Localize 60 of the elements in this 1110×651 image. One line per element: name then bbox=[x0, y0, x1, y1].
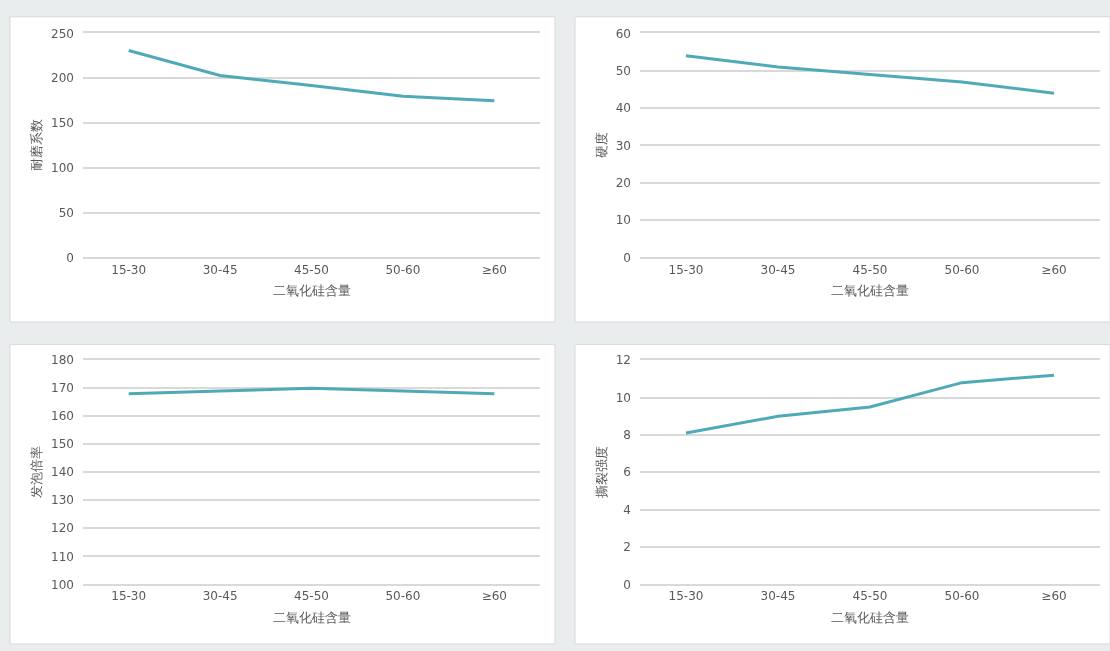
x-tick-label: ≥60 bbox=[1041, 589, 1067, 604]
y-tick-label: 170 bbox=[51, 381, 74, 396]
x-axis-title: 二氧化硅含量 bbox=[272, 282, 351, 298]
y-tick-label: 12 bbox=[615, 353, 631, 368]
x-tick-label: ≥60 bbox=[481, 262, 507, 277]
line-series bbox=[684, 373, 1056, 435]
x-tick-label: 50-60 bbox=[385, 589, 421, 604]
y-tick-label: 4 bbox=[623, 502, 631, 517]
y-tick-label: 200 bbox=[51, 71, 74, 86]
y-tick-label: 0 bbox=[66, 250, 74, 265]
y-tick-label: 6 bbox=[623, 465, 631, 480]
y-tick-label: 2 bbox=[623, 540, 631, 555]
y-tick-label: 250 bbox=[51, 26, 74, 41]
y-axis-title: 发泡倍率 bbox=[29, 446, 45, 499]
y-tick-label: 0 bbox=[623, 250, 631, 265]
x-tick-label: 50-60 bbox=[385, 262, 421, 277]
x-tick-label: 45-50 bbox=[294, 589, 329, 604]
x-tick-label: 30-45 bbox=[202, 589, 238, 604]
y-tick-label: 10 bbox=[615, 213, 631, 228]
x-tick-label: 30-45 bbox=[760, 262, 796, 277]
y-tick-label: 20 bbox=[615, 176, 631, 190]
y-tick-label: 110 bbox=[51, 549, 74, 564]
x-tick-label: 30-45 bbox=[760, 589, 796, 604]
y-axis-title: 撕裂强度 bbox=[593, 446, 609, 499]
y-tick-label: 150 bbox=[51, 437, 74, 452]
y-tick-label: 40 bbox=[615, 101, 631, 116]
y-tick-label: 10 bbox=[615, 390, 631, 405]
y-tick-label: 150 bbox=[51, 116, 74, 131]
x-tick-label: 15-30 bbox=[668, 589, 704, 604]
y-tick-label: 8 bbox=[623, 428, 631, 443]
line-series bbox=[684, 54, 1056, 95]
x-tick-label: 15-30 bbox=[111, 589, 147, 604]
y-tick-label: 100 bbox=[51, 161, 74, 176]
x-axis-title: 二氧化硅含量 bbox=[831, 282, 909, 298]
x-tick-label: 45-50 bbox=[852, 262, 888, 277]
x-tick-label: 50-60 bbox=[944, 589, 980, 604]
y-tick-label: 130 bbox=[51, 493, 74, 508]
line-series bbox=[127, 48, 496, 103]
x-axis-title: 二氧化硅含量 bbox=[831, 609, 909, 625]
y-tick-label: 0 bbox=[623, 577, 631, 592]
x-tick-label: 45-50 bbox=[294, 262, 329, 277]
y-axis-title: 耐磨系数 bbox=[29, 119, 45, 172]
y-axis-title: 硬度 bbox=[593, 132, 609, 159]
x-tick-label: 15-30 bbox=[111, 262, 147, 277]
x-axis-title: 二氧化硅含量 bbox=[272, 609, 351, 625]
x-tick-label: ≥60 bbox=[1041, 262, 1067, 277]
y-tick-label: 60 bbox=[615, 26, 631, 41]
y-tick-label: 180 bbox=[51, 353, 74, 368]
y-tick-label: 140 bbox=[51, 465, 74, 480]
y-tick-label: 50 bbox=[58, 205, 74, 220]
y-tick-label: 100 bbox=[51, 577, 74, 592]
x-tick-label: ≥60 bbox=[481, 589, 507, 604]
y-tick-label: 160 bbox=[51, 409, 74, 424]
y-tick-label: 50 bbox=[615, 63, 631, 78]
y-tick-label: 30 bbox=[615, 138, 631, 153]
x-tick-label: 30-45 bbox=[202, 262, 238, 277]
y-tick-label: 120 bbox=[51, 521, 74, 536]
x-tick-label: 15-30 bbox=[668, 262, 704, 277]
x-tick-label: 45-50 bbox=[852, 589, 888, 604]
x-tick-label: 50-60 bbox=[944, 262, 980, 277]
